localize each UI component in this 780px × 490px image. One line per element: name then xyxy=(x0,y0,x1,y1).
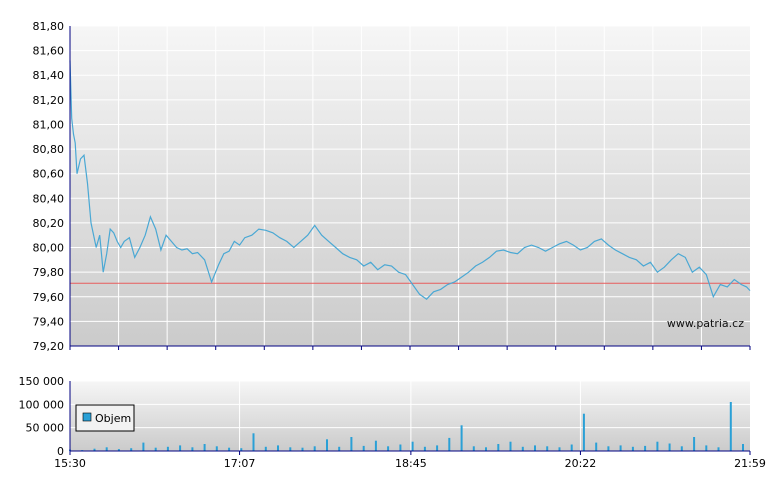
volume-bar xyxy=(742,444,744,451)
price-gridlines xyxy=(70,25,750,347)
watermark: www.patria.cz xyxy=(667,317,744,330)
price-y-axis: 81,80 81,60 81,40 81,20 81,00 80,80 80,60 80,40… xyxy=(33,20,65,353)
volume-bar xyxy=(534,445,536,451)
volume-bar xyxy=(607,446,610,451)
volume-bar xyxy=(215,446,218,451)
volume-y-tick-label: 100 000 xyxy=(19,398,65,411)
volume-y-tick-label: 150 000 xyxy=(19,375,65,388)
volume-bar xyxy=(693,437,696,451)
volume-legend: Objem xyxy=(75,404,135,432)
volume-plot-area xyxy=(70,381,750,451)
price-y-tick-label: 81,20 xyxy=(33,94,65,107)
volume-bar xyxy=(313,446,316,451)
volume-bar xyxy=(509,441,512,451)
volume-bar xyxy=(228,447,231,451)
volume-bar xyxy=(460,425,463,451)
price-y-tick-label: 79,40 xyxy=(33,315,65,328)
volume-bar xyxy=(326,439,328,451)
volume-bar xyxy=(411,441,414,451)
x-tick-label: 15:30 xyxy=(54,457,86,470)
price-y-tick-label: 79,80 xyxy=(33,266,65,279)
volume-bar xyxy=(191,447,194,451)
volume-bar xyxy=(680,446,683,451)
price-y-tick-label: 79,20 xyxy=(33,340,65,353)
volume-bars xyxy=(69,402,744,451)
volume-bar xyxy=(485,447,487,451)
price-y-tick-label: 80,20 xyxy=(33,217,65,230)
price-x-ticks xyxy=(69,346,751,350)
volume-bar xyxy=(130,448,133,451)
volume-y-axis: 150 000 100 000 50 000 0 xyxy=(19,375,65,458)
volume-bar xyxy=(595,442,598,451)
price-y-tick-label: 81,40 xyxy=(33,69,65,82)
volume-bar xyxy=(277,445,279,451)
price-y-tick-label: 81,80 xyxy=(33,20,65,33)
volume-bar xyxy=(240,448,243,451)
volume-bar xyxy=(142,442,145,451)
volume-bar xyxy=(582,413,585,451)
volume-bar xyxy=(154,447,157,451)
volume-bar xyxy=(558,447,561,451)
x-tick-label: 20:22 xyxy=(565,457,597,470)
volume-bar xyxy=(656,441,659,451)
volume-bar xyxy=(301,447,304,451)
x-tick-label: 17:07 xyxy=(224,457,256,470)
legend-label: Objem xyxy=(95,412,131,425)
volume-bar xyxy=(117,449,120,451)
volume-bar xyxy=(717,447,720,451)
price-y-tick-label: 80,40 xyxy=(33,192,65,205)
volume-bar xyxy=(472,446,475,451)
x-tick-label: 21:59 xyxy=(734,457,766,470)
volume-bar xyxy=(264,446,267,451)
x-tick-label: 18:45 xyxy=(395,457,427,470)
volume-y-tick-label: 50 000 xyxy=(26,422,65,435)
volume-bar xyxy=(570,444,573,451)
volume-bar xyxy=(252,433,255,451)
volume-bar xyxy=(521,446,524,451)
volume-bar xyxy=(729,402,732,451)
volume-bar xyxy=(619,445,622,451)
price-y-tick-label: 81,60 xyxy=(33,45,65,58)
legend-swatch xyxy=(82,412,92,422)
volume-bar xyxy=(105,447,108,451)
volume-bar xyxy=(546,446,549,451)
price-y-tick-label: 79,60 xyxy=(33,291,65,304)
volume-bar xyxy=(387,446,390,451)
volume-bar xyxy=(338,446,341,451)
volume-bar xyxy=(166,446,169,451)
volume-bar xyxy=(399,444,402,451)
price-y-tick-label: 80,00 xyxy=(33,242,65,255)
volume-bar xyxy=(705,445,708,451)
price-y-tick-label: 80,60 xyxy=(33,168,65,181)
volume-bar xyxy=(644,445,647,451)
price-y-tick-label: 80,80 xyxy=(33,143,65,156)
volume-y-tick-label: 0 xyxy=(57,445,64,458)
volume-bar xyxy=(423,446,426,451)
volume-bar xyxy=(631,446,634,451)
volume-bar xyxy=(448,437,451,451)
price-series-line xyxy=(69,60,751,300)
volume-bar xyxy=(179,445,182,451)
volume-bar xyxy=(203,444,206,451)
volume-bar xyxy=(289,447,292,451)
volume-x-axis: 15:30 17:07 18:45 20:22 21:59 xyxy=(54,451,766,470)
volume-bar xyxy=(362,445,365,451)
volume-bar xyxy=(668,443,671,451)
volume-bar xyxy=(374,440,377,451)
volume-bar xyxy=(497,444,500,451)
volume-bar xyxy=(350,437,353,451)
volume-bar xyxy=(93,448,96,451)
price-y-tick-label: 81,00 xyxy=(33,118,65,131)
volume-bar xyxy=(436,445,439,451)
